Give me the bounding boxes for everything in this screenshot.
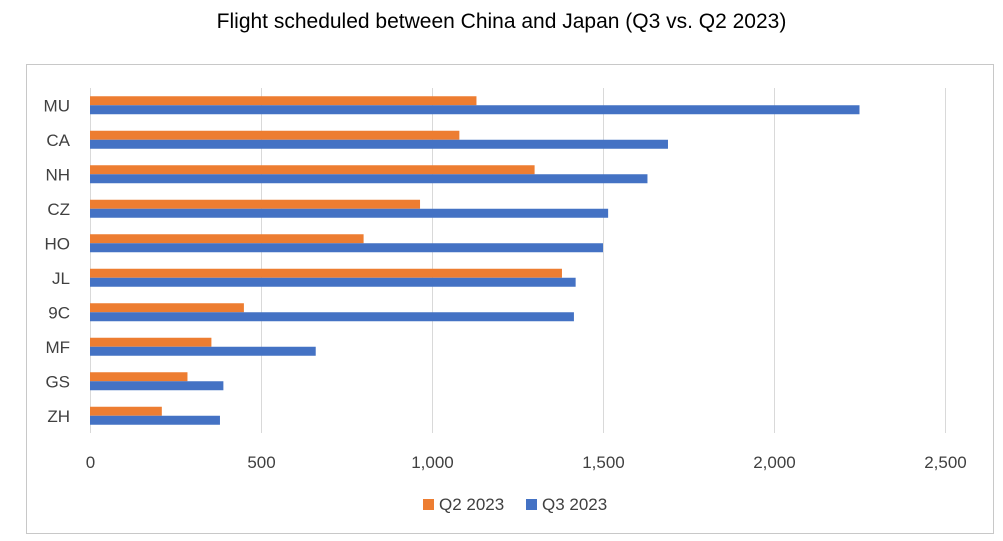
- legend-label: Q3 2023: [542, 495, 607, 514]
- bar-q2-2023-nh: [90, 165, 535, 175]
- bar-q3-2023-jl: [90, 277, 576, 287]
- chart-area: [26, 64, 994, 534]
- category-label: CA: [46, 131, 70, 150]
- bar-q3-2023-mf: [90, 346, 316, 356]
- bar-q3-2023-mu: [90, 105, 860, 115]
- x-tick-label: 0: [86, 453, 95, 472]
- bar-q2-2023-gs: [90, 372, 188, 382]
- bar-q3-2023-9c: [90, 312, 574, 322]
- category-label: MF: [45, 338, 70, 357]
- x-tick-label: 1,000: [411, 453, 454, 472]
- category-label: HO: [45, 234, 71, 253]
- x-tick-label: 2,500: [924, 453, 967, 472]
- category-label: 9C: [48, 303, 70, 322]
- category-label: NH: [45, 165, 70, 184]
- legend-label: Q2 2023: [439, 495, 504, 514]
- bar-q2-2023-9c: [90, 303, 244, 313]
- x-tick-label: 1,500: [582, 453, 625, 472]
- bar-q2-2023-mf: [90, 337, 212, 347]
- bar-q3-2023-ca: [90, 139, 668, 149]
- category-label: ZH: [47, 407, 70, 426]
- bar-q2-2023-zh: [90, 406, 162, 416]
- bar-q3-2023-nh: [90, 174, 648, 184]
- bar-q3-2023-zh: [90, 415, 220, 425]
- legend: Q2 2023 Q3 2023: [423, 495, 607, 514]
- bar-q3-2023-cz: [90, 208, 609, 218]
- category-label: GS: [45, 372, 70, 391]
- bar-q2-2023-cz: [90, 199, 421, 209]
- category-label: MU: [44, 96, 70, 115]
- value-axis: 0 500 1,000 1,500 2,000 2,500: [86, 453, 967, 472]
- bar-q2-2023-ca: [90, 130, 460, 140]
- bar-q3-2023-ho: [90, 243, 603, 253]
- bars: [90, 96, 860, 425]
- x-tick-label: 500: [247, 453, 275, 472]
- bar-q3-2023-gs: [90, 381, 224, 391]
- category-label: JL: [52, 269, 70, 288]
- bar-q2-2023-ho: [90, 234, 364, 244]
- x-tick-label: 2,000: [753, 453, 796, 472]
- category-axis: MU CA NH CZ HO JL 9C MF GS ZH: [44, 96, 71, 426]
- category-label: CZ: [47, 200, 70, 219]
- legend-swatch: [423, 499, 434, 510]
- bar-q2-2023-mu: [90, 96, 477, 106]
- chart-title: Flight scheduled between China and Japan…: [216, 10, 787, 33]
- bar-q2-2023-jl: [90, 268, 562, 278]
- legend-swatch: [526, 499, 537, 510]
